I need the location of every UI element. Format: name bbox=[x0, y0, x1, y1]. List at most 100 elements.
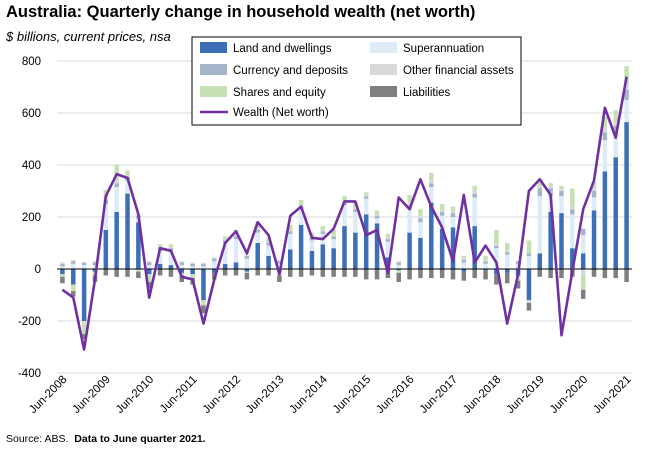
bar-land bbox=[157, 263, 163, 269]
bar-shares bbox=[320, 226, 326, 230]
bar-land bbox=[71, 269, 76, 285]
bar-liabilities bbox=[537, 269, 543, 277]
bar-other bbox=[580, 269, 586, 275]
bar-other bbox=[591, 188, 597, 191]
bar-currency bbox=[624, 89, 629, 100]
bar-other bbox=[483, 259, 488, 262]
legend-swatch-currency bbox=[200, 64, 227, 75]
bar-currency bbox=[385, 239, 391, 242]
bar-currency bbox=[418, 218, 423, 223]
bar-land bbox=[418, 237, 423, 269]
bar-shares bbox=[331, 230, 336, 236]
bar-other bbox=[407, 202, 412, 206]
bar-liabilities bbox=[288, 269, 293, 277]
bar-other bbox=[146, 261, 152, 263]
x-tick-label: Jun-2018 bbox=[461, 374, 503, 416]
x-tick-label: Jun-2016 bbox=[374, 374, 416, 416]
bar-land bbox=[494, 269, 499, 275]
bar-other bbox=[331, 235, 336, 237]
bar-other bbox=[179, 261, 185, 263]
bar-shares bbox=[429, 172, 434, 181]
bar-other bbox=[363, 194, 369, 197]
bar-super bbox=[201, 266, 206, 269]
bar-currency bbox=[114, 183, 119, 188]
bar-super bbox=[537, 196, 543, 254]
bar-liabilities bbox=[472, 269, 477, 279]
bar-land bbox=[472, 226, 477, 269]
bar-land bbox=[461, 269, 467, 272]
bar-super bbox=[559, 196, 564, 214]
y-tick-label: 400 bbox=[22, 160, 41, 172]
bar-liabilities bbox=[396, 272, 401, 282]
bar-other bbox=[613, 122, 618, 126]
bar-land bbox=[363, 214, 369, 269]
bar-land bbox=[331, 248, 336, 269]
bar-other bbox=[461, 258, 467, 260]
bar-liabilities bbox=[342, 269, 347, 277]
bar-currency bbox=[461, 259, 467, 263]
bar-super bbox=[309, 240, 315, 251]
bar-other bbox=[353, 207, 358, 210]
bar-other bbox=[537, 185, 543, 189]
bar-currency bbox=[60, 263, 65, 267]
bar-currency bbox=[483, 261, 488, 264]
legend-label-liabilities: Liabilities bbox=[403, 87, 451, 99]
legend-label-shares: Shares and equity bbox=[233, 87, 326, 99]
source-note: Source: ABS. Data to June quarter 2021. bbox=[6, 433, 206, 445]
bar-super bbox=[613, 133, 618, 158]
bar-liabilities bbox=[624, 269, 629, 282]
bar-currency bbox=[244, 256, 250, 259]
bar-super bbox=[526, 256, 532, 269]
bar-shares bbox=[288, 224, 293, 230]
bar-shares bbox=[461, 256, 467, 259]
bar-super bbox=[157, 250, 163, 264]
bar-shares bbox=[613, 110, 618, 123]
bar-shares bbox=[537, 180, 543, 186]
bar-currency bbox=[288, 231, 293, 234]
bar-liabilities bbox=[103, 269, 109, 276]
bar-land bbox=[602, 171, 608, 269]
bar-shares bbox=[342, 196, 347, 202]
bar-land bbox=[548, 211, 553, 269]
bar-other bbox=[277, 259, 282, 262]
bar-land bbox=[244, 269, 250, 272]
bar-currency bbox=[429, 183, 434, 188]
bar-land bbox=[504, 269, 510, 273]
bar-liabilities bbox=[60, 276, 65, 284]
bar-liabilities bbox=[591, 269, 597, 277]
y-tick-label: 600 bbox=[22, 108, 41, 120]
bar-super bbox=[168, 250, 174, 266]
bar-shares bbox=[71, 284, 76, 292]
bar-super bbox=[342, 205, 347, 227]
legend-box bbox=[191, 36, 522, 126]
bar-land bbox=[212, 269, 217, 273]
legend-swatch-liabilities bbox=[370, 86, 397, 97]
bar-land bbox=[526, 269, 532, 301]
bar-shares bbox=[396, 270, 401, 273]
bar-currency bbox=[374, 215, 380, 219]
bar-liabilities bbox=[71, 291, 76, 297]
bar-shares bbox=[439, 204, 445, 211]
chart-subtitle: $ billions, current prices, nsa bbox=[6, 29, 171, 44]
bar-other bbox=[212, 257, 217, 259]
bar-land bbox=[353, 232, 358, 269]
bar-currency bbox=[537, 188, 543, 197]
bar-currency bbox=[212, 258, 217, 262]
bar-liabilities bbox=[320, 269, 326, 277]
bar-currency bbox=[580, 228, 586, 236]
bar-currency bbox=[548, 188, 553, 197]
bar-liabilities bbox=[515, 280, 521, 289]
bar-super bbox=[81, 265, 87, 269]
bar-currency bbox=[363, 196, 369, 199]
bar-currency bbox=[190, 263, 195, 267]
bar-shares bbox=[157, 244, 163, 247]
bar-other bbox=[450, 211, 456, 214]
bar-currency bbox=[320, 231, 326, 234]
bar-land bbox=[342, 226, 347, 269]
bar-liabilities bbox=[309, 269, 315, 276]
bar-land bbox=[288, 249, 293, 269]
bar-land bbox=[114, 211, 119, 269]
bar-shares bbox=[136, 269, 141, 272]
legend-label-currency: Currency and deposits bbox=[233, 65, 348, 77]
bar-super bbox=[624, 100, 629, 123]
